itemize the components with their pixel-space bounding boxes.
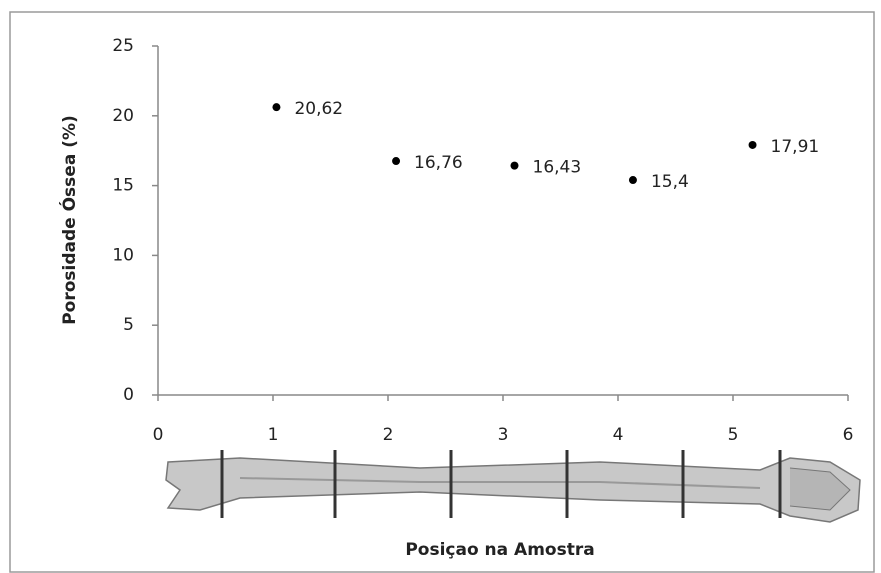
data-label: 16,43 — [533, 158, 582, 178]
data-label: 15,4 — [651, 172, 689, 192]
x-tick-label: 4 — [613, 425, 624, 445]
y-tick-label: 10 — [112, 245, 134, 265]
data-label: 20,62 — [294, 99, 343, 119]
y-tick-label: 0 — [123, 385, 134, 405]
y-tick-label: 20 — [112, 106, 134, 126]
x-tick-label: 6 — [843, 425, 854, 445]
x-axis-label: Posiçao na Amostra — [405, 540, 594, 560]
data-label: 17,91 — [771, 137, 820, 157]
data-label: 16,76 — [414, 153, 463, 173]
y-axis-label: Porosidade Óssea (%) — [58, 115, 80, 325]
point — [510, 161, 519, 170]
y-tick-label: 25 — [112, 36, 134, 56]
x-tick-label: 5 — [728, 425, 739, 445]
y-tick-label: 15 — [112, 176, 134, 196]
x-tick-label: 0 — [153, 425, 164, 445]
point — [748, 140, 757, 149]
y-tick-label: 5 — [123, 315, 134, 335]
x-tick-label: 1 — [268, 425, 279, 445]
point — [628, 176, 637, 185]
point — [272, 103, 281, 112]
x-tick-label: 3 — [498, 425, 509, 445]
point — [392, 157, 401, 166]
bone-image — [165, 450, 861, 523]
x-tick-label: 2 — [383, 425, 394, 445]
